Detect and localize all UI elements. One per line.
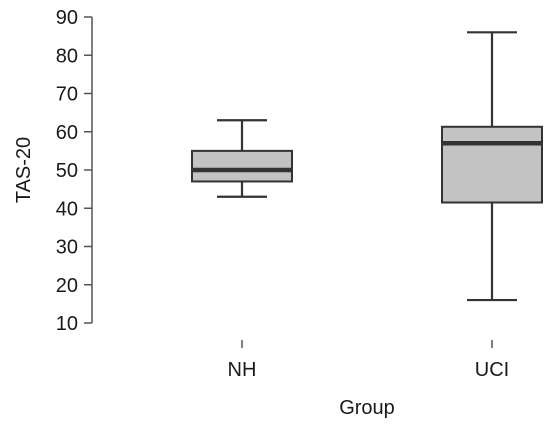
box-nh xyxy=(191,119,293,198)
y-tick-label: 40 xyxy=(56,198,78,220)
x-axis: NH UCI xyxy=(228,340,509,381)
y-axis: 10 20 30 40 50 60 70 80 90 xyxy=(56,7,93,335)
boxes xyxy=(191,31,543,302)
y-tick-label: 10 xyxy=(56,313,78,335)
y-axis-label: TAS-20 xyxy=(13,137,35,203)
iqr-box xyxy=(191,149,293,183)
y-tick-label: 20 xyxy=(56,275,78,297)
y-tick-label: 90 xyxy=(56,7,78,29)
y-tick-label: 60 xyxy=(56,122,78,144)
y-tick-label: 30 xyxy=(56,237,78,259)
y-tick-label: 80 xyxy=(56,45,78,67)
iqr-box xyxy=(441,125,543,204)
x-axis-label: Group xyxy=(339,397,395,419)
box-uci xyxy=(441,31,543,302)
y-tick-label: 50 xyxy=(56,160,78,182)
y-tick-label: 70 xyxy=(56,84,78,106)
x-tick-label: UCI xyxy=(475,359,509,381)
x-tick-label: NH xyxy=(228,359,257,381)
